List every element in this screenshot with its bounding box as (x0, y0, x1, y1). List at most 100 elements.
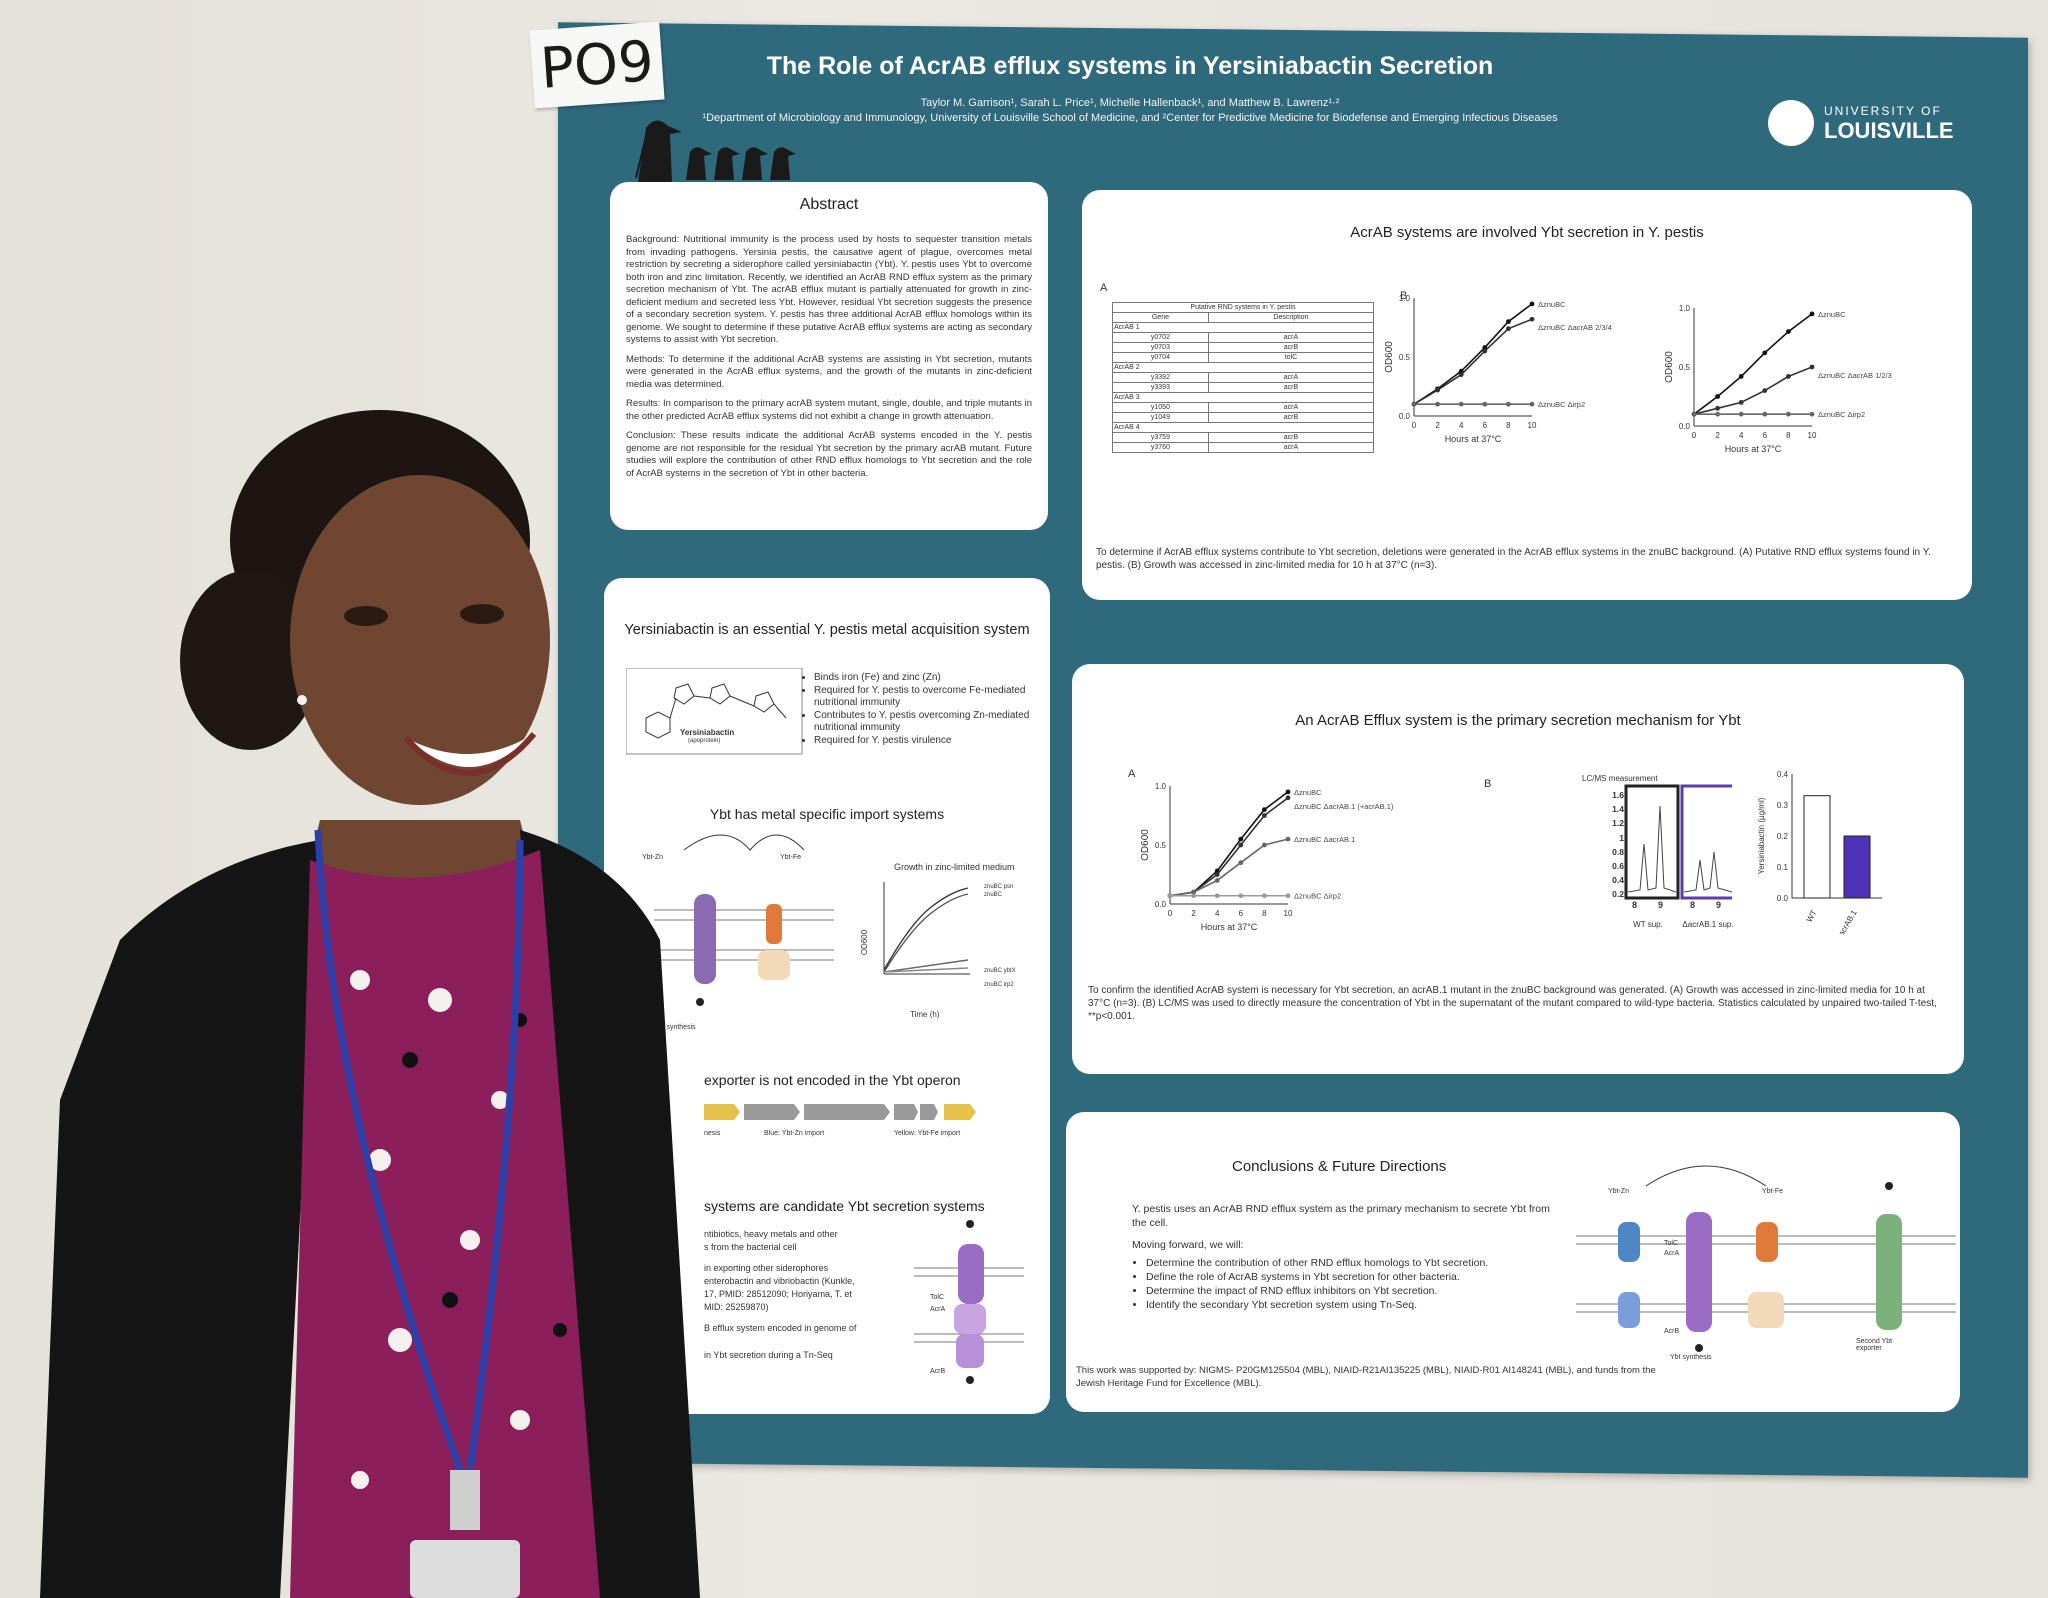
data-point (1762, 411, 1768, 417)
rnd-systems-table: Putative RND systems in Y. pestis Gene D… (1112, 302, 1375, 453)
data-point (1786, 374, 1791, 379)
x-tick-label: 4 (1215, 909, 1220, 918)
bar (1843, 835, 1871, 899)
ybt-bullet: Contributes to Y. pestis overcoming Zn-m… (814, 710, 1044, 735)
poster-authors: Taylor M. Garrison¹, Sarah L. Price¹, Mi… (620, 96, 1640, 126)
data-point (1285, 836, 1291, 842)
data-point (1786, 329, 1791, 334)
x-tick-label: 2 (1435, 421, 1440, 430)
data-point (1506, 319, 1511, 324)
data-point (1238, 836, 1244, 842)
data-point (1285, 789, 1291, 795)
fig1-caption: To determine if AcrAB efflux systems con… (1096, 547, 1931, 571)
operon-label-3: Yellow: Ybt-Fe import (894, 1130, 961, 1137)
candidate-line: enterobactin and vibriobactin (Kunkle, (704, 1276, 855, 1286)
candidate-line: MID: 25259870) (704, 1302, 769, 1312)
x-tick-label: 8 (1506, 421, 1511, 430)
data-point (1411, 401, 1417, 407)
fig1-panel-a-label: A (1100, 282, 1108, 294)
y-tick-label: 0.0 (1679, 422, 1691, 431)
data-point (1262, 893, 1267, 899)
ybt-bullet: Required for Y. pestis to overcome Fe-me… (814, 685, 1044, 710)
data-point (1167, 893, 1173, 899)
fig1-heading: AcrAB systems are involved Ybt secretion… (1350, 224, 1704, 241)
data-point (1809, 311, 1815, 317)
bar-tick-label: 0.0 (1777, 894, 1789, 903)
diagram-zn-label: Ybt-Zn (1608, 1188, 1630, 1195)
abstract-panel: Abstract Background: Nutritional immunit… (610, 182, 1048, 530)
y-tick-label: 0.0 (1399, 412, 1411, 421)
affiliation-list: ¹Department of Microbiology and Immunolo… (702, 112, 1558, 124)
conclusions-moving: Moving forward, we will: (1132, 1239, 1244, 1251)
ybt-synthesis-label: Ybt synthesis (654, 1024, 696, 1031)
growth-series-line (883, 967, 969, 973)
data-point (1285, 893, 1291, 899)
series-legend-label: ΔznuBC (1818, 310, 1846, 319)
data-point (1458, 401, 1464, 407)
series-line (1693, 313, 1813, 415)
ybt-zn-label: Ybt-Zn (642, 854, 664, 861)
x-tick-label: 10 (1528, 421, 1537, 430)
lcms-tick: 1.2 (1612, 818, 1624, 829)
x-tick-label: 4 (1739, 431, 1744, 440)
data-point (1238, 842, 1244, 848)
logo-line-2: LOUISVILLE (1824, 118, 1954, 143)
data-point (1715, 405, 1720, 411)
diagram-fe-label: Ybt-Fe (1762, 1188, 1784, 1195)
ybt-operon-diagram (704, 1104, 976, 1120)
bar (1803, 795, 1831, 899)
conclusions-bullets: Determine the contribution of other RND … (1132, 1256, 1552, 1312)
data-point (1238, 893, 1244, 899)
data-point (1738, 411, 1744, 417)
growth-legend-3: znuBC ybtX (984, 968, 1016, 974)
data-point (1191, 889, 1196, 895)
lcms-x-tick: 8 (1632, 900, 1638, 910)
lanyard (314, 829, 524, 1598)
data-point (1529, 316, 1535, 322)
series-legend-label: ΔznuBC Δirp2 (1818, 410, 1865, 419)
lcms-x-tick: 9 (1716, 900, 1722, 910)
lcms-tick: 0.6 (1612, 861, 1624, 872)
x-tick-label: 8 (1786, 431, 1791, 440)
series-legend-label: ΔznuBC ΔacrAB 1/2/3 (1818, 371, 1892, 380)
growth-legend-1: znuBC psn (984, 884, 1014, 890)
y-tick-label: 1.0 (1155, 782, 1167, 791)
x-tick-label: 6 (1483, 421, 1488, 430)
efflux-pump-diagram (914, 1220, 1024, 1384)
data-point (1506, 326, 1511, 332)
conclusion-bullet: Determine the contribution of other RND … (1146, 1256, 1552, 1270)
diagram-second-label: Second Ybt exporter (1856, 1338, 1893, 1352)
lcms-tick: 0.2 (1612, 889, 1624, 900)
rnd-table-body: AcrAB 1 y0702 acrA y0703 acrB y0704 tolC Ac… (1112, 322, 1375, 453)
conclusions-heading: Conclusions & Future Directions (1232, 1158, 1447, 1175)
data-point (1715, 411, 1720, 417)
fig1-panel: AcrAB systems are involved Ybt secretion… (1082, 190, 1972, 600)
data-point (1715, 394, 1720, 399)
conclusions-panel: Conclusions & Future Directions Y. pesti… (1066, 1112, 1960, 1412)
candidate-heading: systems are candidate Ybt secretion syst… (704, 1198, 985, 1214)
abstract-heading: Abstract (799, 196, 859, 213)
growth-xlabel: Time (h) (910, 1010, 940, 1019)
blouse (290, 850, 600, 1598)
series-legend-label: ΔznuBC Δirp2 (1294, 892, 1341, 901)
growth-legend-4: znuBC irp2 (984, 982, 1014, 988)
y-tick-label: 0.5 (1399, 353, 1411, 362)
operon-label-1: nesis (704, 1130, 721, 1137)
fig1-growth-chart-2: 0 2 4 6 8 10 0.0 0.5 1.0 Hours at 37°C OD600 ΔznuBC… (1664, 304, 1892, 454)
fig2-panel-a-label: A (1128, 768, 1136, 780)
conclusions-body: Y. pestis uses an AcrAB RND efflux syste… (1132, 1202, 1552, 1312)
x-tick-label: 0 (1412, 421, 1417, 430)
lcms-tick: 0.4 (1612, 875, 1624, 886)
cardinal-icon (1768, 100, 1814, 146)
lcms-trace-wt (1627, 805, 1677, 893)
x-tick-label: 4 (1459, 421, 1464, 430)
x-tick-label: 2 (1191, 909, 1196, 918)
series-legend-label: ΔznuBC (1294, 788, 1322, 797)
fig1-growth-chart-1: 0 2 4 6 8 10 0.0 0.5 1.0 Hours at 37°C OD600 ΔznuBC… (1384, 294, 1612, 444)
y-tick-label: 0.0 (1155, 900, 1167, 909)
acra-label: AcrA (930, 1306, 946, 1313)
y-axis-label: OD600 (1664, 351, 1675, 383)
data-point (1285, 795, 1291, 801)
series-legend-label: ΔznuBC ΔacrAB.1 (1294, 835, 1355, 844)
